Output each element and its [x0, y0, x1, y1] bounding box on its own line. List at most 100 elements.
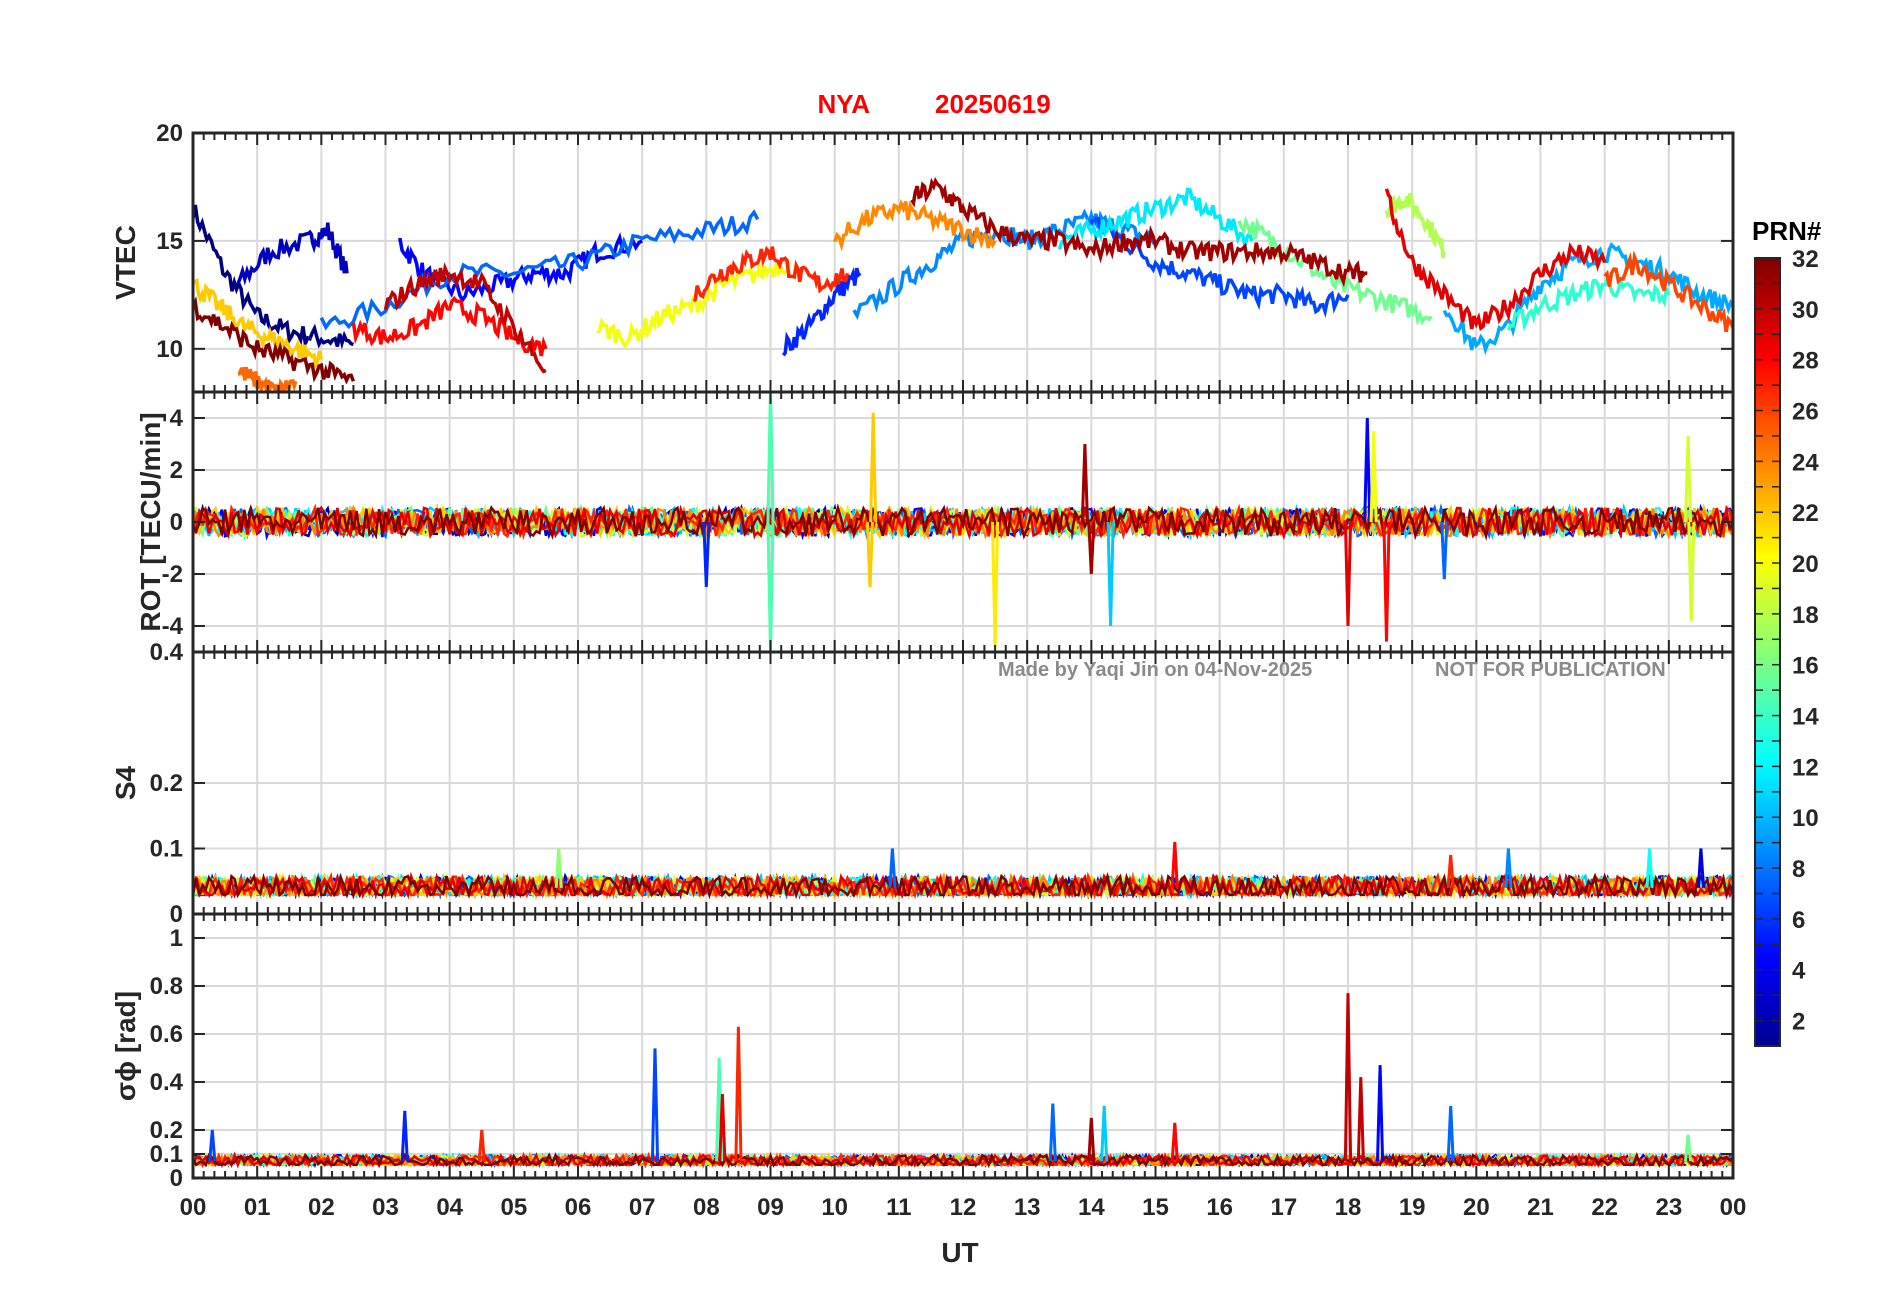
data-peak-prn-22 [869, 412, 878, 523]
data-peak-prn-28 [1170, 841, 1179, 888]
data-peak-prn-27 [477, 1129, 486, 1162]
series-line-prn-16 [1237, 215, 1433, 326]
data-peak-prn-21 [991, 521, 1000, 647]
x-tick-label: 11 [886, 1194, 911, 1221]
y-tick-label: 0.4 [150, 639, 184, 666]
colorbar-tick-label: 6 [1792, 907, 1805, 934]
data-peak-prn-9 [1504, 848, 1513, 888]
data-peak-prn-28 [1382, 521, 1391, 642]
y-tick-label: 0.6 [150, 1021, 183, 1048]
series-line-prn-32 [193, 872, 1733, 900]
x-tick-label: 13 [1014, 1194, 1041, 1221]
colorbar-tick-label: 16 [1792, 653, 1819, 680]
panel-vtec: 10 15 20 VTEC [110, 120, 1735, 394]
colorbar-tick-label: 20 [1792, 551, 1819, 578]
data-peak-prn-19 [1684, 436, 1693, 523]
data-peak-prn-11 [1106, 521, 1115, 627]
series-group [193, 176, 1733, 392]
x-tick-label: 03 [372, 1194, 399, 1221]
x-tick-label: 09 [757, 1194, 784, 1221]
y-tick-label: 10 [156, 336, 183, 363]
series-line-prn-26 [1603, 250, 1733, 333]
series-line-prn-32 [193, 1151, 1733, 1169]
series-line-prn-29 [1384, 188, 1607, 332]
chart-title-date: 20250619 [935, 89, 1051, 119]
x-tick-label: 12 [950, 1194, 977, 1221]
colorbar-tick-label: 32 [1792, 246, 1819, 273]
series-line-prn-22 [193, 277, 324, 368]
panel-s4: 0 0.1 0.2 0.4 S4 [110, 639, 1735, 928]
x-tick-label: 04 [436, 1194, 463, 1221]
colorbar-gradient [1754, 257, 1781, 1047]
y-tick-label: 0.8 [150, 973, 183, 1000]
y-tick-label: 0.1 [150, 1141, 183, 1168]
x-tick-label: 06 [565, 1194, 592, 1221]
y-tick-label: 0.2 [150, 1117, 183, 1144]
data-peak-prn-8 [1048, 1103, 1057, 1162]
series-group [193, 993, 1733, 1169]
x-tick-label: 02 [308, 1194, 335, 1221]
series-line-prn-6 [781, 266, 862, 357]
x-tick-label: 10 [821, 1194, 848, 1221]
data-peak-prn-5 [1376, 1065, 1385, 1162]
series-line-prn-32 [193, 503, 1733, 541]
data-peak-prn-7 [208, 1129, 217, 1162]
x-tick-label: 23 [1655, 1194, 1682, 1221]
colorbar-tick-label: 18 [1792, 602, 1819, 629]
data-peak-prn-13 [1645, 848, 1654, 888]
data-peak-prn-17 [554, 848, 563, 888]
series-line-prn-14 [1506, 275, 1671, 332]
x-tick-label: 19 [1399, 1194, 1426, 1221]
x-tick-label: 21 [1527, 1194, 1554, 1221]
y-tick-label: 2 [170, 457, 183, 484]
y-axis-label: ROT [TECU/min] [135, 412, 166, 631]
data-peak-prn-30 [1356, 1077, 1365, 1162]
series-line-prn-28 [351, 295, 548, 357]
data-peak-prn-27 [734, 1026, 743, 1162]
x-tick-label: 15 [1142, 1194, 1169, 1221]
data-peak-prn-19 [1687, 521, 1696, 621]
series-line-prn-20 [596, 260, 792, 350]
data-peak-prn-4 [1696, 848, 1705, 888]
x-tick-label: 01 [244, 1194, 271, 1221]
colorbar-tick-label: 12 [1792, 754, 1819, 781]
series-line-prn-25 [237, 366, 298, 392]
x-tick-label: 00 [180, 1194, 207, 1221]
y-tick-label: 0.2 [150, 770, 183, 797]
data-peak-prn-27 [1446, 854, 1455, 888]
series-line-prn-3 [236, 222, 349, 286]
colorbar-tick-label: 4 [1792, 958, 1806, 985]
y-tick-label: 0 [170, 901, 183, 928]
colorbar-tick-label: 24 [1792, 449, 1819, 476]
data-peak-prn-29 [1343, 521, 1353, 627]
data-peak-prn-8 [1440, 521, 1449, 580]
chart-title-station: NYA [817, 89, 870, 119]
series-line-prn-10 [1442, 241, 1733, 356]
y-tick-label: -4 [162, 613, 184, 640]
y-tick-label: 0.1 [150, 836, 183, 863]
data-peak-prn-6 [400, 1110, 409, 1162]
colorbar-tick-label: 2 [1792, 1009, 1805, 1036]
colorbar-title: PRN# [1752, 216, 1822, 246]
colorbar-tick-label: 8 [1792, 856, 1805, 883]
series-line-prn-18 [1384, 192, 1447, 259]
x-tick-label: 14 [1078, 1194, 1105, 1221]
panel-sigma_phi: 00.10.2 0.4 0.6 0.8 1 σϕ [rad] [110, 912, 1735, 1192]
data-peak-prn-6 [702, 521, 711, 588]
data-peak-prn-11 [1100, 1105, 1109, 1162]
x-tick-label: 22 [1591, 1194, 1618, 1221]
series-line-prn-24 [833, 198, 997, 252]
data-peak-prn-15 [766, 392, 775, 523]
series-line-prn-27 [692, 245, 850, 303]
y-tick-label: 0 [170, 509, 183, 536]
series-line-prn-22 [193, 503, 1733, 541]
data-peak-prn-15 [766, 521, 775, 652]
y-tick-label: 0.4 [150, 1069, 184, 1096]
series-line-prn-29 [193, 504, 1733, 541]
data-peak-prn-16 [1684, 1134, 1693, 1162]
x-tick-label: 18 [1335, 1194, 1362, 1221]
x-tick-label: 07 [629, 1194, 656, 1221]
